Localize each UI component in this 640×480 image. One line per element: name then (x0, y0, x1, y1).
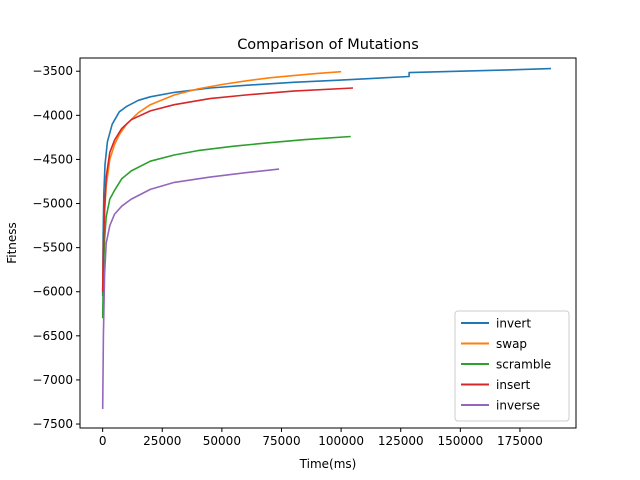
x-tick-label: 100000 (318, 434, 364, 448)
legend-label-invert: invert (496, 317, 531, 331)
y-tick-label: −4500 (32, 152, 73, 166)
x-tick-label: 25000 (143, 434, 181, 448)
y-tick-label: −7000 (32, 373, 73, 387)
y-tick-label: −3500 (32, 64, 73, 78)
legend-label-scramble: scramble (496, 358, 551, 372)
y-tick-label: −4000 (32, 108, 73, 122)
y-tick-label: −7500 (32, 417, 73, 431)
y-tick-label: −5500 (32, 241, 73, 255)
y-axis: −7500 −7000 −6500 −6000 −5500 −5000 −4500 −4000… (32, 64, 80, 431)
series-line-swap (101, 70, 342, 292)
legend-label-inverse: inverse (496, 399, 540, 413)
x-tick-label: 150000 (437, 434, 483, 448)
legend: invert swap scramble insert inverse (454, 310, 570, 422)
x-tick-label: 175000 (497, 434, 543, 448)
series-line-inverse (101, 168, 280, 410)
plot-frame (79, 57, 577, 429)
y-tick-label: −5000 (32, 197, 73, 211)
x-axis-label: Time(ms) (299, 457, 357, 471)
series-line-invert (101, 67, 552, 297)
x-tick-label: 75000 (262, 434, 300, 448)
y-axis-label: Fitness (5, 222, 19, 264)
y-tick-label: −6500 (32, 329, 73, 343)
legend-box (454, 310, 570, 422)
series-layer (101, 67, 552, 410)
series-line-scramble (101, 135, 351, 319)
x-tick-label: 0 (99, 434, 107, 448)
x-tick-label: 50000 (203, 434, 241, 448)
legend-label-insert: insert (496, 378, 531, 392)
series-line-insert (101, 87, 354, 292)
x-tick-label: 125000 (378, 434, 424, 448)
x-axis: 0 25000 50000 75000 100000 125000 150000 175000 (99, 428, 543, 448)
legend-label-swap: swap (496, 337, 527, 351)
y-tick-label: −6000 (32, 285, 73, 299)
chart-title: Comparison of Mutations (237, 37, 419, 53)
